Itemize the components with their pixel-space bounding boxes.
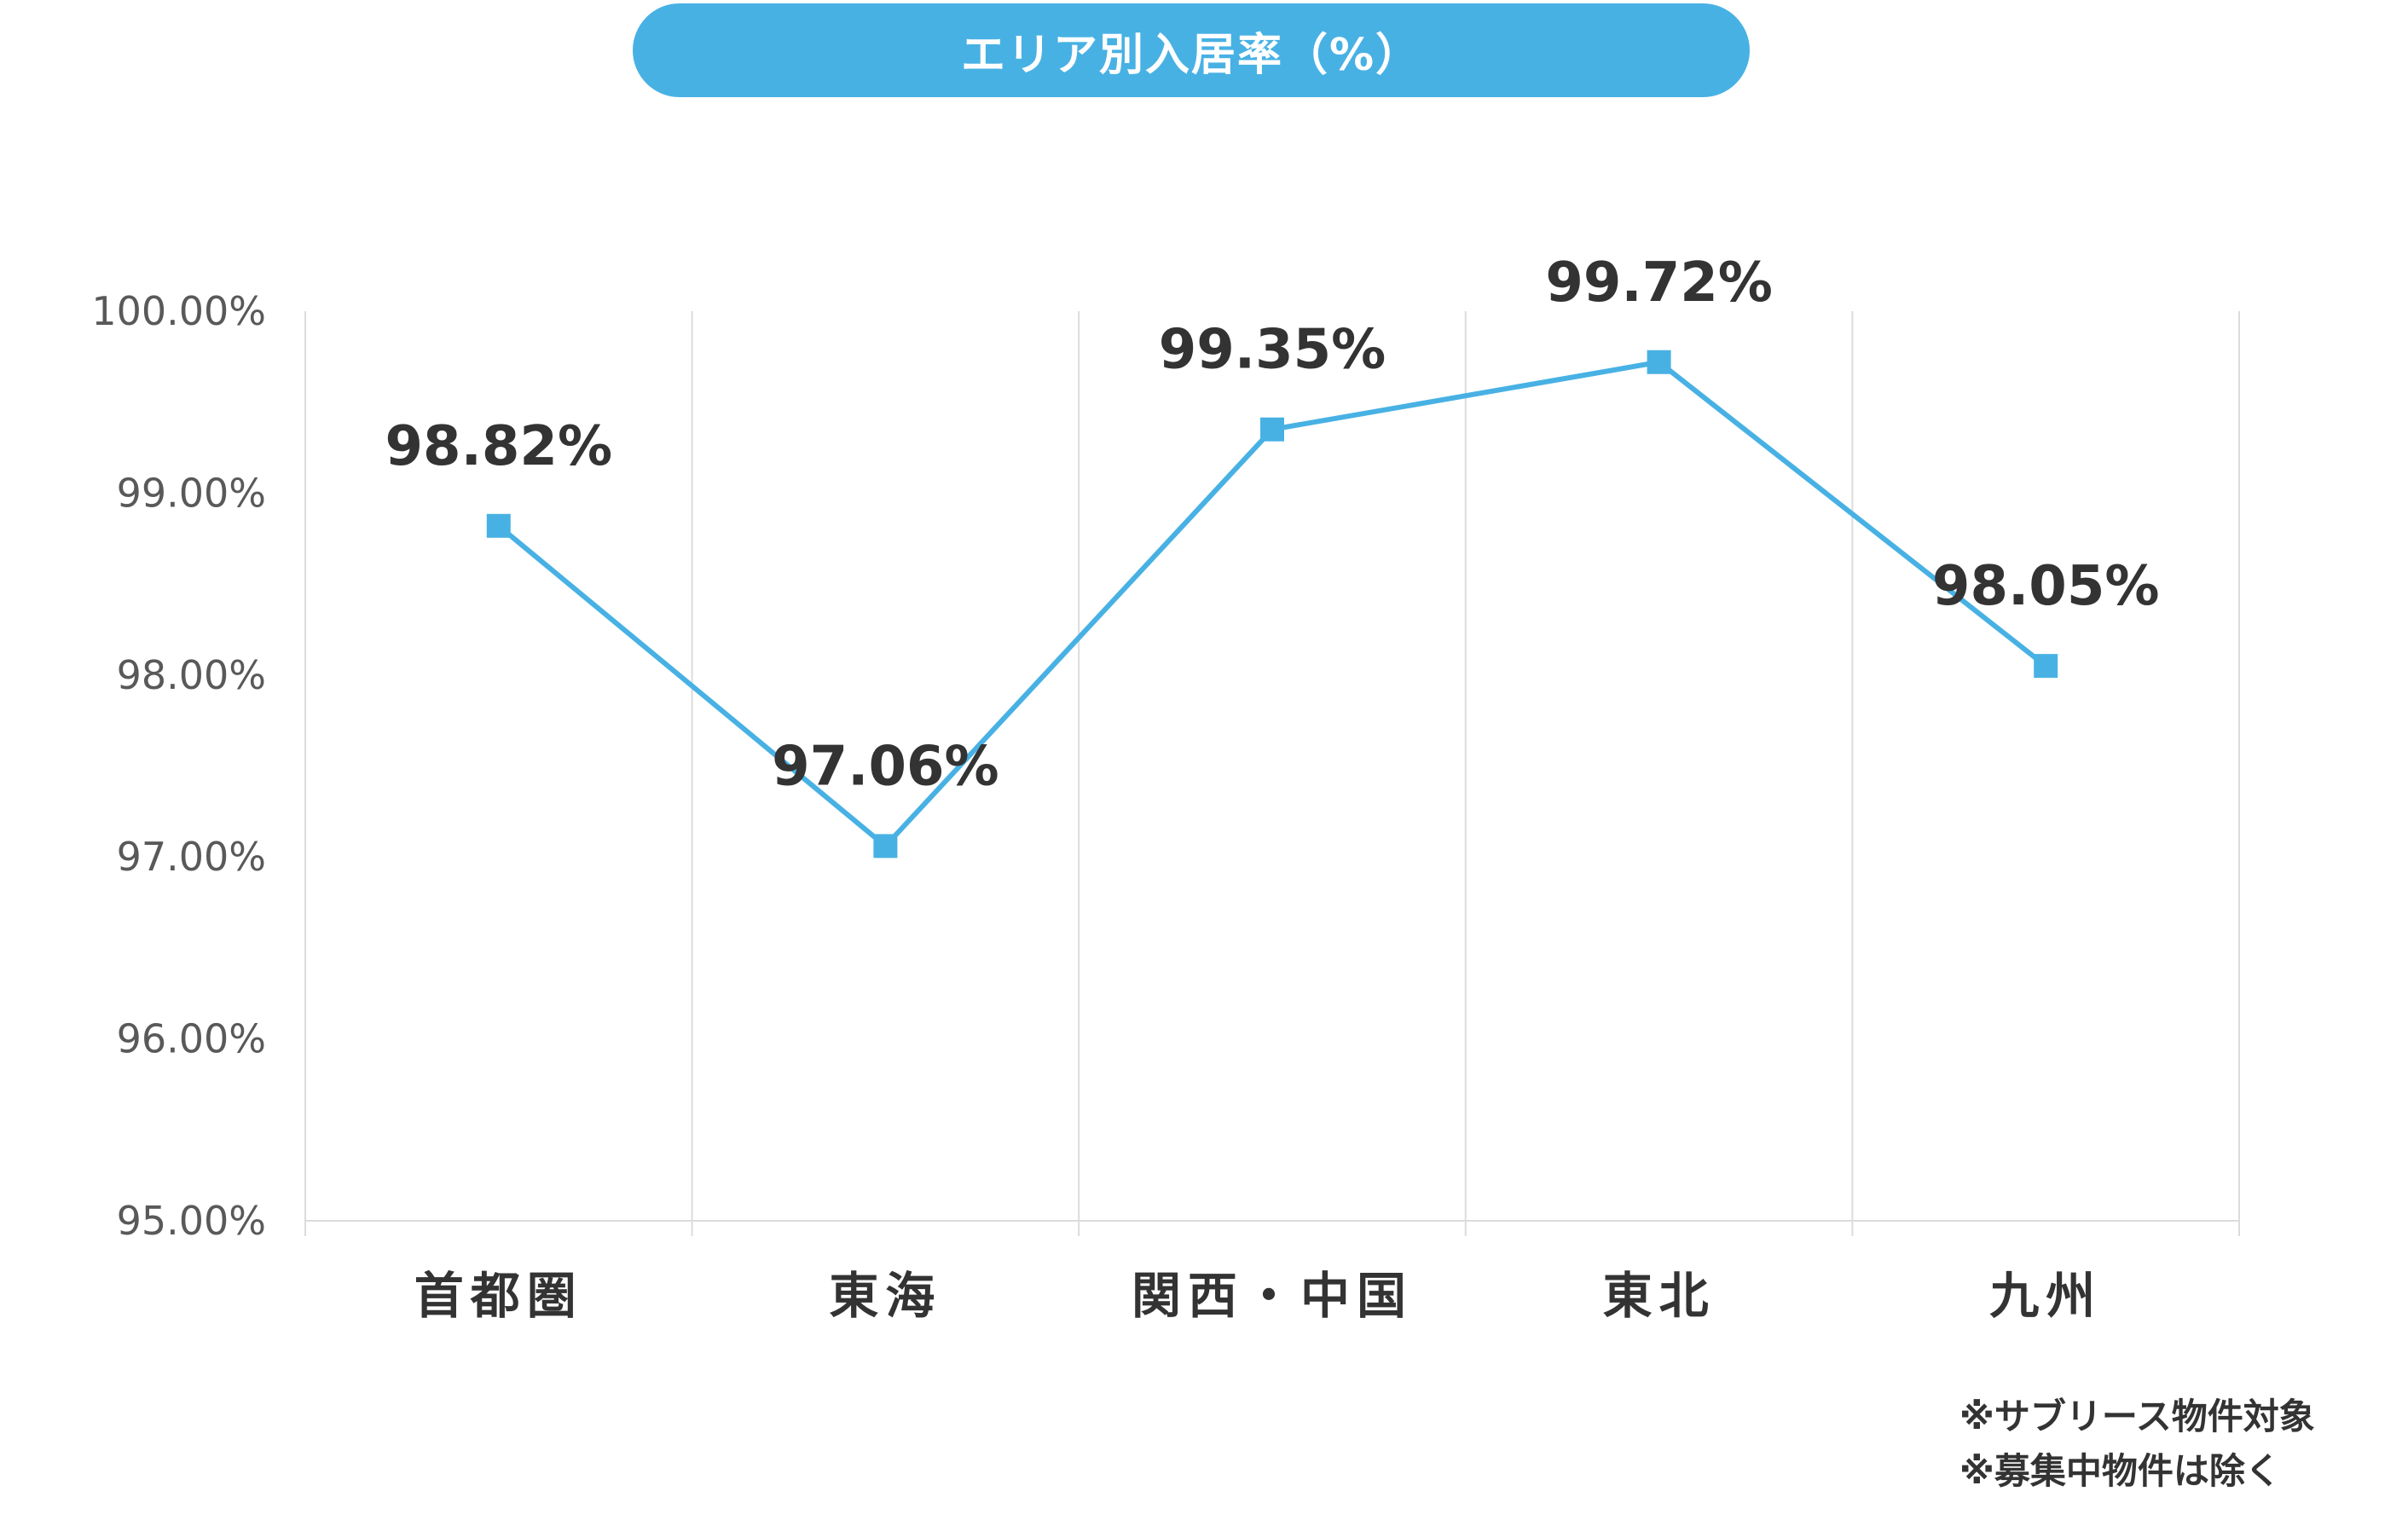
data-label: 97.06% — [772, 735, 999, 798]
data-label: 99.35% — [1159, 319, 1386, 382]
data-label: 99.72% — [1545, 251, 1773, 315]
data-label: 98.05% — [1932, 555, 2160, 618]
x-category-label: 九州 — [1989, 1267, 2102, 1325]
chart-title: エリア別入居率（%） — [633, 3, 1750, 97]
data-point-marker — [873, 834, 898, 858]
footnote-vacancy: ※募集中物件は除く — [1959, 1450, 2281, 1492]
y-tick-label: 100.00% — [91, 288, 266, 334]
data-point-marker — [1260, 417, 1284, 442]
y-tick-label: 96.00% — [117, 1016, 266, 1062]
y-tick-label: 97.00% — [117, 834, 266, 880]
x-category-label: 首都圏 — [414, 1267, 583, 1325]
data-point-marker — [2034, 654, 2058, 679]
x-category-label: 関西・中国 — [1132, 1267, 1413, 1325]
footnote-sublease: ※サブリース物件対象 — [1959, 1396, 2315, 1437]
data-point-marker — [486, 513, 511, 538]
data-label: 98.82% — [385, 415, 613, 478]
data-point-marker — [1647, 350, 1671, 374]
footnotes: ※サブリース物件対象 ※募集中物件は除く — [1959, 1390, 2403, 1499]
x-category-label: 東海 — [829, 1267, 941, 1325]
y-tick-label: 98.00% — [117, 652, 266, 698]
y-tick-label: 99.00% — [117, 470, 266, 516]
x-category-label: 東北 — [1603, 1267, 1716, 1325]
y-tick-label: 95.00% — [117, 1198, 266, 1244]
